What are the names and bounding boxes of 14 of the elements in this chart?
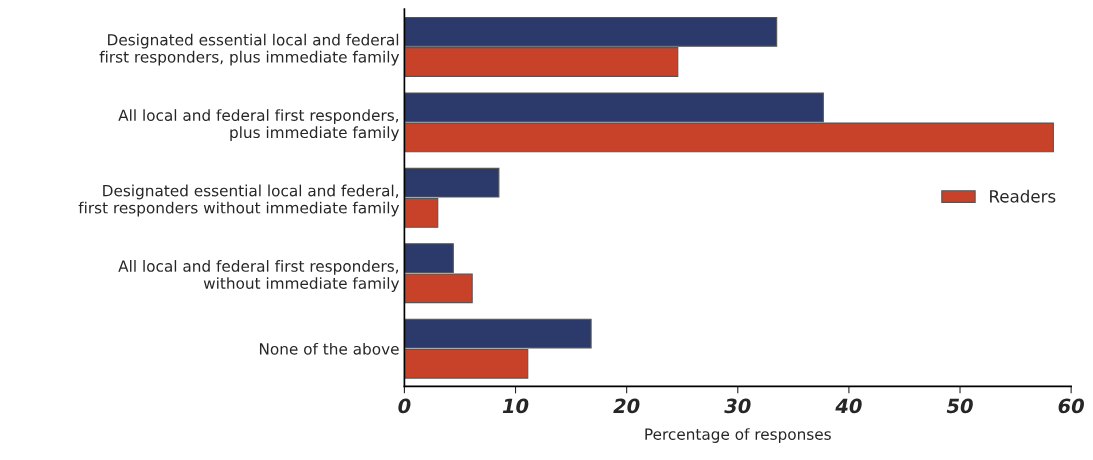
x-tick-label: 60 xyxy=(1058,398,1084,414)
x-axis-title: Percentage of responses xyxy=(645,428,831,443)
y-tick-label: None of the above xyxy=(259,342,399,355)
y-tick-label: Designated essential local and federal first responders, plus immediate family xyxy=(99,33,400,66)
x-tick-label: 20 xyxy=(613,398,640,414)
x-tick-label: 40 xyxy=(835,398,862,414)
y-tick-label: Designated essential local and federal, first responders without immediate family xyxy=(78,184,400,217)
x-tick-label: 50 xyxy=(946,398,973,414)
x-tick-label: 10 xyxy=(502,398,529,414)
legend-label: Readers xyxy=(990,189,1056,203)
x-tick-label: 30 xyxy=(724,398,751,414)
y-tick-label: All local and federal first responders, plus immediate family xyxy=(118,109,400,142)
x-tick-label: 0 xyxy=(398,398,411,414)
y-tick-label: All local and federal first responders, without immediate family xyxy=(118,260,400,292)
